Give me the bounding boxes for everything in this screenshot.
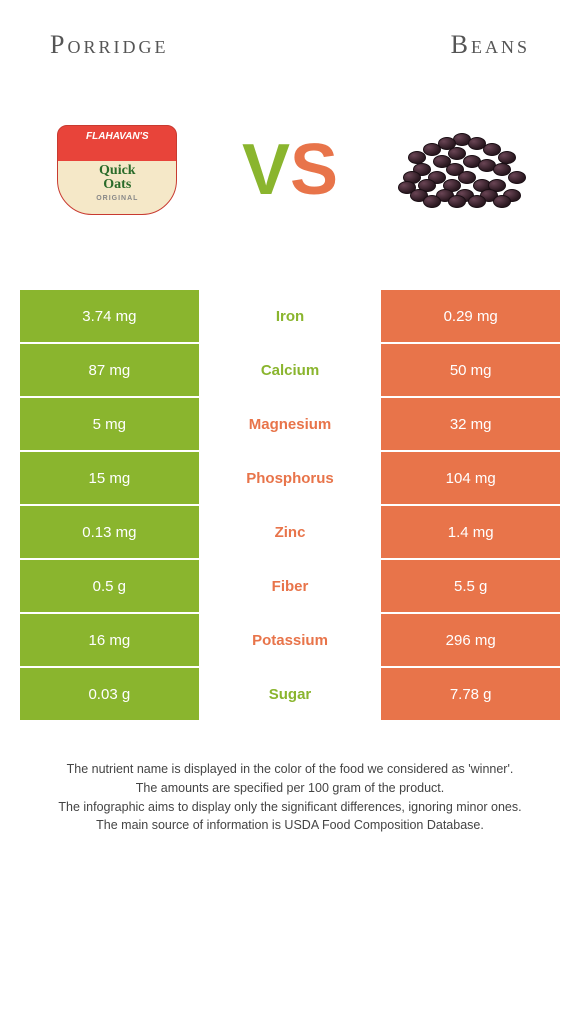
cell-right-value: 0.29 mg <box>381 290 560 342</box>
footnote-line: The nutrient name is displayed in the co… <box>30 760 550 779</box>
bean-icon <box>458 171 476 184</box>
footnote-line: The amounts are specified per 100 gram o… <box>30 779 550 798</box>
hero-row: FLAHAVAN'S Quick Oats ORIGINAL VS <box>20 100 560 240</box>
footnote-line: The main source of information is USDA F… <box>30 816 550 835</box>
oats-cup-icon: FLAHAVAN'S Quick Oats ORIGINAL <box>57 125 177 215</box>
cell-nutrient-label: Sugar <box>201 668 380 720</box>
oats-sub-text: ORIGINAL <box>96 195 138 202</box>
cell-left-value: 3.74 mg <box>20 290 199 342</box>
bean-icon <box>493 195 511 208</box>
bean-icon <box>448 147 466 160</box>
cell-left-value: 16 mg <box>20 614 199 666</box>
table-row: 5 mgMagnesium32 mg <box>20 398 560 450</box>
porridge-image: FLAHAVAN'S Quick Oats ORIGINAL <box>47 120 187 220</box>
cell-nutrient-label: Zinc <box>201 506 380 558</box>
cell-right-value: 104 mg <box>381 452 560 504</box>
table-row: 0.03 gSugar7.78 g <box>20 668 560 720</box>
bean-icon <box>448 195 466 208</box>
title-right: Beans <box>451 30 530 60</box>
comparison-table: 3.74 mgIron0.29 mg87 mgCalcium50 mg5 mgM… <box>20 290 560 720</box>
cell-nutrient-label: Fiber <box>201 560 380 612</box>
bean-icon <box>408 151 426 164</box>
cell-right-value: 32 mg <box>381 398 560 450</box>
table-row: 15 mgPhosphorus104 mg <box>20 452 560 504</box>
cell-left-value: 15 mg <box>20 452 199 504</box>
beans-pile-icon <box>398 133 528 208</box>
bean-icon <box>423 195 441 208</box>
vs-label: VS <box>242 129 338 211</box>
cell-left-value: 0.5 g <box>20 560 199 612</box>
bean-icon <box>493 163 511 176</box>
table-row: 0.13 mgZinc1.4 mg <box>20 506 560 558</box>
vs-s: S <box>290 130 338 210</box>
cell-nutrient-label: Iron <box>201 290 380 342</box>
bean-icon <box>483 143 501 156</box>
oats-main-text: Quick Oats <box>99 164 136 192</box>
footnote-line: The infographic aims to display only the… <box>30 798 550 817</box>
cell-right-value: 1.4 mg <box>381 506 560 558</box>
beans-image <box>393 120 533 220</box>
bean-icon <box>508 171 526 184</box>
cell-right-value: 5.5 g <box>381 560 560 612</box>
cell-left-value: 87 mg <box>20 344 199 396</box>
table-row: 3.74 mgIron0.29 mg <box>20 290 560 342</box>
bean-icon <box>498 151 516 164</box>
infographic-container: Porridge Beans FLAHAVAN'S Quick Oats ORI… <box>0 0 580 865</box>
table-row: 0.5 gFiber5.5 g <box>20 560 560 612</box>
cell-left-value: 5 mg <box>20 398 199 450</box>
bean-icon <box>423 143 441 156</box>
oats-brand-text: FLAHAVAN'S <box>86 131 149 142</box>
cell-right-value: 296 mg <box>381 614 560 666</box>
cell-nutrient-label: Potassium <box>201 614 380 666</box>
table-row: 16 mgPotassium296 mg <box>20 614 560 666</box>
bean-icon <box>468 195 486 208</box>
cell-left-value: 0.03 g <box>20 668 199 720</box>
table-row: 87 mgCalcium50 mg <box>20 344 560 396</box>
vs-v: V <box>242 130 290 210</box>
cell-nutrient-label: Calcium <box>201 344 380 396</box>
cell-nutrient-label: Phosphorus <box>201 452 380 504</box>
footnotes: The nutrient name is displayed in the co… <box>20 760 560 835</box>
title-left: Porridge <box>50 30 168 60</box>
cell-left-value: 0.13 mg <box>20 506 199 558</box>
cell-right-value: 50 mg <box>381 344 560 396</box>
cell-right-value: 7.78 g <box>381 668 560 720</box>
cell-nutrient-label: Magnesium <box>201 398 380 450</box>
title-row: Porridge Beans <box>20 30 560 60</box>
